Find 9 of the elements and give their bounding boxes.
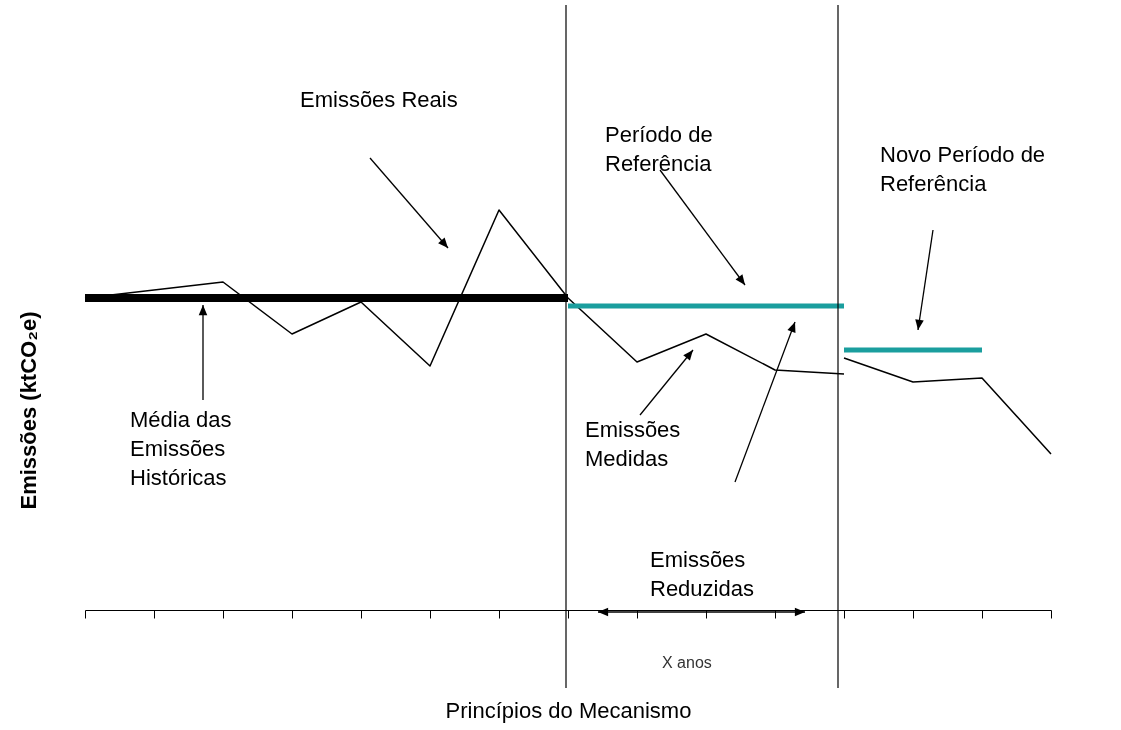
text: Emissões Reais <box>300 86 458 114</box>
annotation: Emissões Reduzidas <box>650 546 754 603</box>
annotation: Emissões Medidas <box>585 416 681 473</box>
text: Novo Período de Referência <box>880 141 1046 198</box>
annotation: Média das Emissões Históricas <box>130 406 232 492</box>
y-axis-title: Emissões (ktCO₂e) <box>15 311 41 510</box>
text: Período de Referência <box>605 121 713 178</box>
text: X anos <box>662 653 712 673</box>
x-axis-title: Princípios do Mecanismo <box>445 698 692 723</box>
